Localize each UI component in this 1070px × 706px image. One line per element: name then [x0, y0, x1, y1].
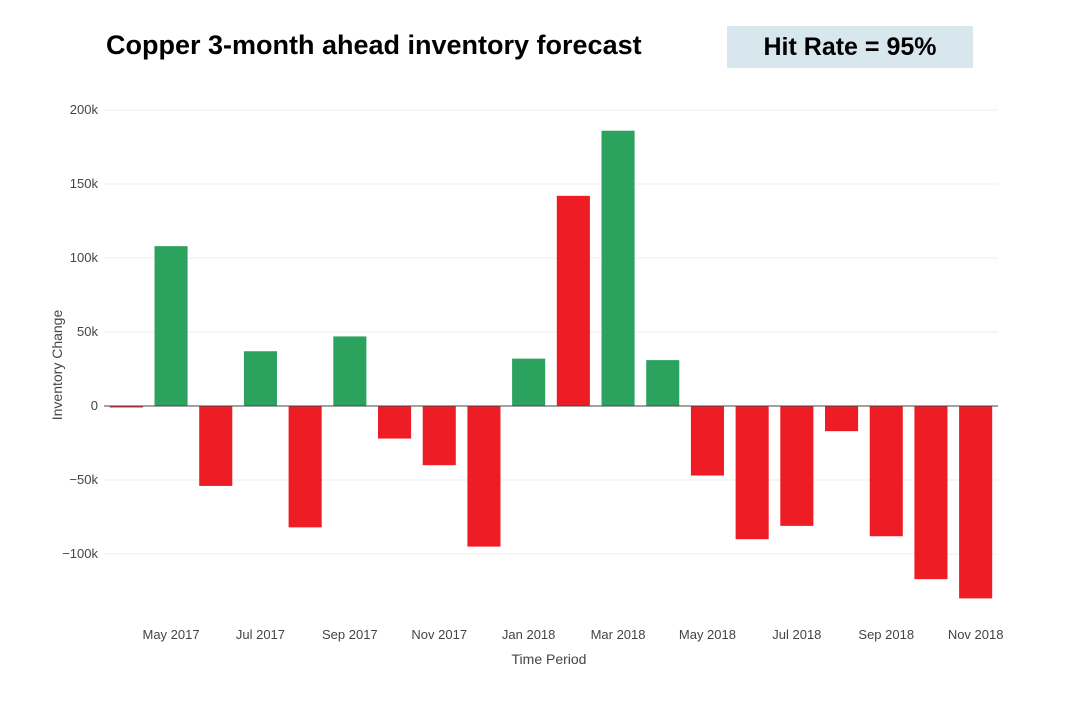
bar-dec-2017	[467, 406, 501, 547]
bar-feb-2018	[556, 195, 590, 406]
x-tick-label: Nov 2018	[948, 627, 1004, 642]
bar-jul-2017	[243, 351, 277, 406]
y-tick-label: 200k	[70, 102, 99, 117]
x-tick-label: Sep 2017	[322, 627, 378, 642]
x-axis-title: Time Period	[512, 651, 587, 667]
bar-nov-2018	[959, 406, 993, 599]
chart-title: Copper 3-month ahead inventory forecast	[106, 30, 642, 60]
x-tick-label: Mar 2018	[591, 627, 646, 642]
bar-aug-2017	[288, 406, 322, 528]
gridlines	[104, 109, 998, 555]
bar-apr-2018	[646, 360, 680, 406]
x-tick-label: Jul 2017	[236, 627, 285, 642]
bar-may-2018	[690, 406, 724, 476]
bar-sep-2017	[333, 336, 367, 406]
y-tick-label: 50k	[77, 324, 98, 339]
bar-aug-2018	[825, 406, 859, 432]
y-tick-label: 0	[91, 398, 98, 413]
bar-oct-2017	[378, 406, 412, 439]
y-tick-label: 100k	[70, 250, 99, 265]
bars	[109, 130, 993, 599]
y-tick-label: −50k	[69, 472, 98, 487]
x-tick-label: May 2018	[679, 627, 736, 642]
bar-jul-2018	[780, 406, 814, 526]
bar-jun-2018	[735, 406, 769, 540]
x-tick-label: Jul 2018	[772, 627, 821, 642]
y-axis-title: Inventory Change	[49, 310, 65, 421]
x-tick-label: Jan 2018	[502, 627, 556, 642]
bar-oct-2018	[914, 406, 948, 580]
x-tick-label: Sep 2018	[858, 627, 914, 642]
bar-jun-2017	[199, 406, 233, 486]
bar-apr-2017	[109, 406, 143, 408]
bar-sep-2018	[869, 406, 903, 537]
bar-jan-2018	[512, 358, 546, 406]
y-tick-label: −100k	[62, 546, 98, 561]
bar-may-2017	[154, 246, 188, 406]
x-tick-label: Nov 2017	[411, 627, 467, 642]
x-tick-label: May 2017	[143, 627, 200, 642]
hit-rate-badge: Hit Rate = 95%	[727, 26, 973, 68]
y-tick-label: 150k	[70, 176, 99, 191]
bar-nov-2017	[422, 406, 456, 466]
x-axis-ticks: May 2017 Jul 2017 Sep 2017 Nov 2017 Jan 2018…	[143, 627, 1004, 642]
y-axis-ticks: 200k 150k 100k 50k 0 −50k −100k	[62, 102, 98, 561]
bar-mar-2018	[601, 130, 635, 406]
